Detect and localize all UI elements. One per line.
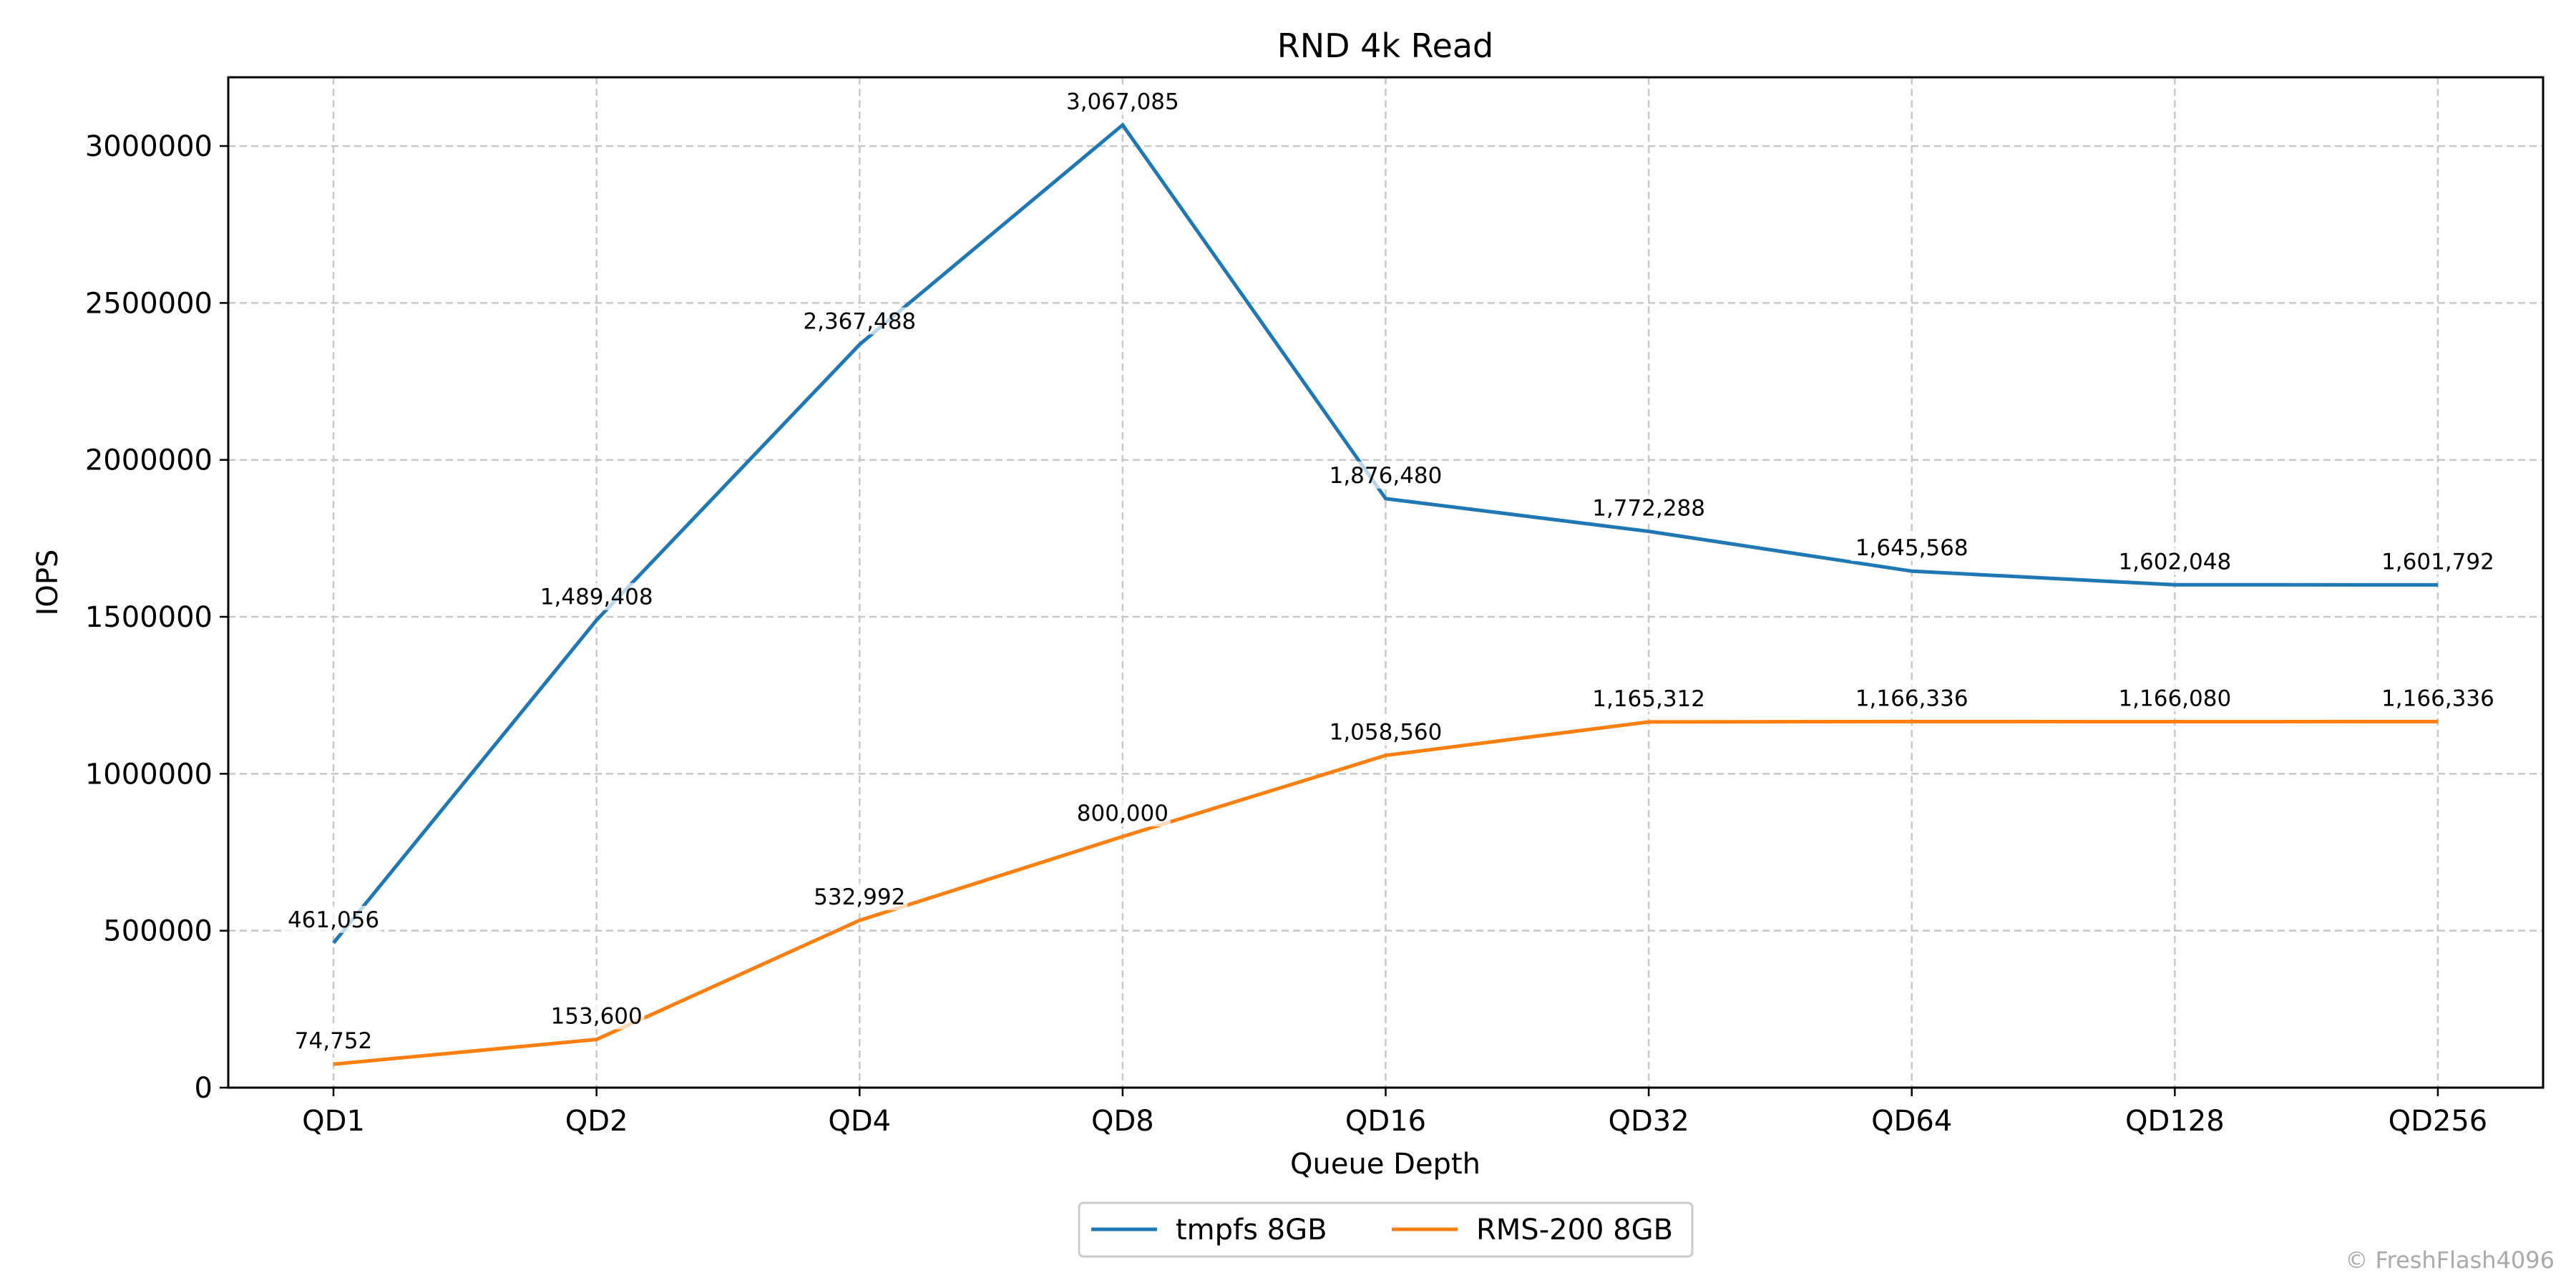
y-tick-label: 1000000 (85, 758, 213, 791)
x-tick-label: QD8 (1091, 1105, 1154, 1138)
series-lines (332, 122, 2438, 1066)
data-label-background (286, 905, 382, 933)
x-tick-label: QD16 (1345, 1105, 1426, 1138)
data-label: 1,601,792 (2381, 549, 2494, 575)
data-label: 1,602,048 (2118, 549, 2231, 575)
series-line-0 (332, 122, 2438, 945)
y-tick-label: 3000000 (85, 130, 213, 163)
data-label-background (2114, 547, 2236, 575)
data-label-background (1074, 799, 1171, 827)
x-axis-label: Queue Depth (1290, 1148, 1480, 1181)
data-label: 1,058,560 (1330, 720, 1443, 746)
x-tick-label: QD64 (1871, 1105, 1952, 1138)
data-label: 1,645,568 (1855, 535, 1968, 561)
data-label-background (1324, 718, 1447, 746)
data-label: 800,000 (1077, 801, 1169, 826)
data-label: 1,166,336 (1855, 686, 1968, 711)
data-label-background (799, 307, 921, 335)
data-label-background (2376, 684, 2499, 712)
data-label: 1,876,480 (1330, 463, 1443, 489)
x-tick-label: QD2 (565, 1105, 628, 1138)
axis-ticks: QD1 QD2 QD4 QD8 QD16 QD32 QD64 QD128 QD256 0 50000… (85, 130, 2487, 1138)
legend-label: RMS-200 8GB (1476, 1214, 1673, 1246)
y-tick-label: 2500000 (85, 287, 213, 320)
data-label-background (292, 1027, 376, 1055)
watermark: © FreshFlash4096 (2345, 1246, 2555, 1274)
data-label: 74,752 (295, 1028, 372, 1054)
x-tick-label: QD1 (302, 1105, 365, 1138)
y-tick-label: 500000 (103, 915, 213, 948)
legend: tmpfs 8GB RMS-200 8GB (1078, 1201, 1694, 1258)
data-label: 1,489,408 (540, 585, 653, 610)
data-label: 1,166,336 (2381, 686, 2494, 711)
data-label: 532,992 (814, 884, 905, 910)
chart-title: RND 4k Read (1277, 26, 1494, 65)
x-tick-label: QD256 (2389, 1105, 2488, 1138)
y-axis-label: IOPS (31, 550, 64, 616)
data-labels: 461,056 1,489,408 2,367,488 3,067,085 1,876,… (286, 87, 2499, 1055)
data-label: 3,067,085 (1066, 89, 1179, 115)
data-label: 1,772,288 (1592, 496, 1705, 522)
x-tick-label: QD4 (828, 1105, 891, 1138)
data-label-background (1324, 461, 1447, 489)
data-label-background (2376, 547, 2499, 575)
data-label-background (548, 1002, 645, 1030)
data-label-background (535, 582, 658, 610)
data-label: 1,165,312 (1592, 686, 1705, 712)
data-label: 1,166,080 (2118, 686, 2231, 712)
data-label: 2,367,488 (803, 309, 916, 335)
y-tick-label: 0 (195, 1072, 213, 1105)
data-label-background (2114, 684, 2236, 712)
legend-box (1078, 1201, 1694, 1258)
legend-label: tmpfs 8GB (1176, 1214, 1327, 1246)
data-label-background (1588, 494, 1710, 522)
data-label-background (1850, 534, 1973, 562)
data-label-background (811, 883, 908, 911)
y-tick-label: 2000000 (85, 444, 213, 477)
data-label: 153,600 (551, 1004, 643, 1030)
data-label: 461,056 (288, 907, 379, 933)
x-tick-label: QD32 (1609, 1105, 1689, 1138)
data-label-background (1850, 684, 1973, 712)
data-label-background (1061, 87, 1184, 115)
series-line-1 (333, 719, 2438, 1066)
x-tick-label: QD128 (2125, 1105, 2225, 1138)
y-tick-label: 1500000 (85, 601, 213, 634)
data-label-background (1588, 684, 1710, 712)
